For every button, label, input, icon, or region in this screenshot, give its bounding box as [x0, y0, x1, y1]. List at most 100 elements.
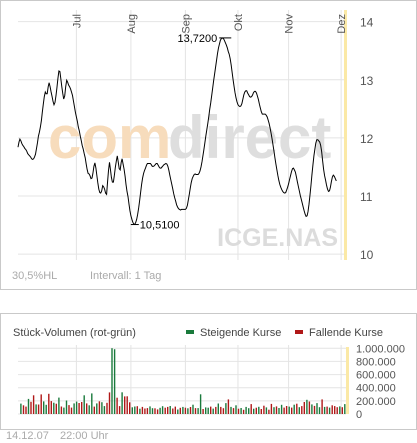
price-line	[17, 37, 337, 226]
volume-tick-label: 1.000.000	[356, 343, 405, 355]
volume-bar	[45, 404, 47, 414]
volume-bar	[331, 405, 333, 414]
volume-bar	[144, 408, 146, 414]
volume-bar	[285, 406, 288, 414]
month-tick-label: Sep	[180, 14, 192, 34]
month-tick-label: Aug	[126, 14, 138, 34]
volume-bar	[245, 406, 247, 414]
volume-bar	[280, 404, 283, 414]
volume-bar	[328, 407, 331, 414]
volume-bar	[101, 402, 103, 414]
volume-bar	[250, 404, 252, 414]
volume-bar	[108, 392, 111, 414]
volume-bar	[306, 399, 308, 414]
volume-bar	[35, 404, 37, 414]
volume-bar	[313, 405, 316, 414]
volume-bar	[311, 404, 313, 414]
volume-bar	[169, 406, 171, 414]
volume-bar	[265, 407, 268, 414]
volume-bar	[194, 408, 197, 414]
volume-bar	[78, 403, 80, 414]
volume-bar	[156, 409, 159, 414]
footer-time: 22:00 Uhr	[60, 430, 109, 442]
volume-bar	[344, 404, 346, 414]
volume-bar	[189, 407, 192, 414]
volume-tick-label: 600.000	[356, 370, 396, 382]
volume-bar	[91, 393, 93, 414]
volume-bar	[303, 402, 305, 414]
legend-falling: Fallende Kurse	[295, 327, 383, 339]
volume-bar	[37, 404, 40, 414]
volume-bar	[164, 407, 166, 414]
footer-date: 14.12.07	[6, 430, 49, 442]
volume-bar	[263, 405, 265, 414]
volume-bar	[50, 401, 52, 414]
volume-bar	[22, 405, 25, 414]
volume-bar	[227, 399, 230, 414]
volume-bar	[339, 406, 341, 414]
volume-bar	[55, 403, 57, 414]
volume-bars	[20, 348, 346, 414]
month-tick-label: Nov	[284, 14, 296, 34]
volume-bar	[308, 401, 311, 414]
volume-bar	[205, 407, 207, 414]
volume-bar	[212, 408, 214, 414]
volume-bar	[40, 394, 42, 414]
volume-bar	[58, 397, 60, 414]
volume-bar	[136, 406, 138, 414]
volume-tick-label: 0	[356, 409, 362, 421]
volume-bar	[151, 408, 154, 414]
low-label: 10,5100	[140, 220, 180, 232]
volume-bar	[268, 409, 270, 414]
volume-bar	[161, 406, 164, 414]
volume-title: Stück-Volumen (rot-grün)	[13, 327, 136, 339]
volume-bar	[48, 393, 50, 414]
volume-bar	[88, 405, 90, 414]
volume-bar	[187, 408, 189, 414]
volume-bar	[154, 408, 156, 414]
legend-rising: Steigende Kurse	[186, 327, 281, 339]
volume-bar	[129, 402, 131, 414]
volume-bar	[149, 406, 151, 414]
price-chart-grid	[18, 10, 346, 260]
volume-bar	[326, 406, 328, 414]
volume-bar	[174, 406, 176, 414]
volume-bar	[318, 407, 321, 414]
volume-current-day-highlight	[346, 347, 349, 414]
volume-bar	[260, 409, 262, 414]
volume-bar	[182, 406, 184, 414]
volume-bar	[230, 406, 232, 414]
legend-falling-label: Fallende Kurse	[309, 327, 383, 339]
volume-bar	[27, 398, 30, 414]
volume-bar	[131, 407, 133, 414]
volume-bar	[134, 406, 136, 414]
volume-bar	[258, 406, 260, 414]
volume-bar	[336, 407, 338, 414]
volume-bar	[225, 403, 227, 414]
volume-bar	[288, 406, 290, 414]
stock-symbol: ICGE.NAS	[217, 224, 338, 252]
volume-bar	[293, 404, 295, 414]
volume-bar	[159, 407, 161, 414]
volume-bar	[301, 406, 303, 414]
volume-bar	[116, 397, 118, 414]
volume-bar	[253, 408, 255, 414]
volume-bar	[106, 402, 108, 414]
volume-bar	[220, 406, 222, 414]
volume-bar	[25, 406, 27, 414]
watermark-com: com	[48, 104, 171, 171]
legend-rising-label: Steigende Kurse	[200, 327, 282, 339]
volume-bar	[177, 409, 179, 414]
price-tick-label: 14	[360, 16, 374, 30]
volume-bar	[81, 402, 83, 414]
price-axis-labels: 10 11 12 13 14	[360, 16, 374, 263]
chart-watermark: com direct	[48, 104, 331, 171]
volume-bar	[321, 399, 323, 414]
volume-bar	[184, 407, 187, 414]
price-annotations: 13,7200 10,5100	[130, 33, 232, 232]
volume-bar	[197, 408, 199, 414]
volume-bar	[237, 408, 240, 414]
volume-bar	[217, 403, 219, 414]
volume-bar	[192, 404, 194, 414]
volume-bar	[96, 403, 98, 414]
